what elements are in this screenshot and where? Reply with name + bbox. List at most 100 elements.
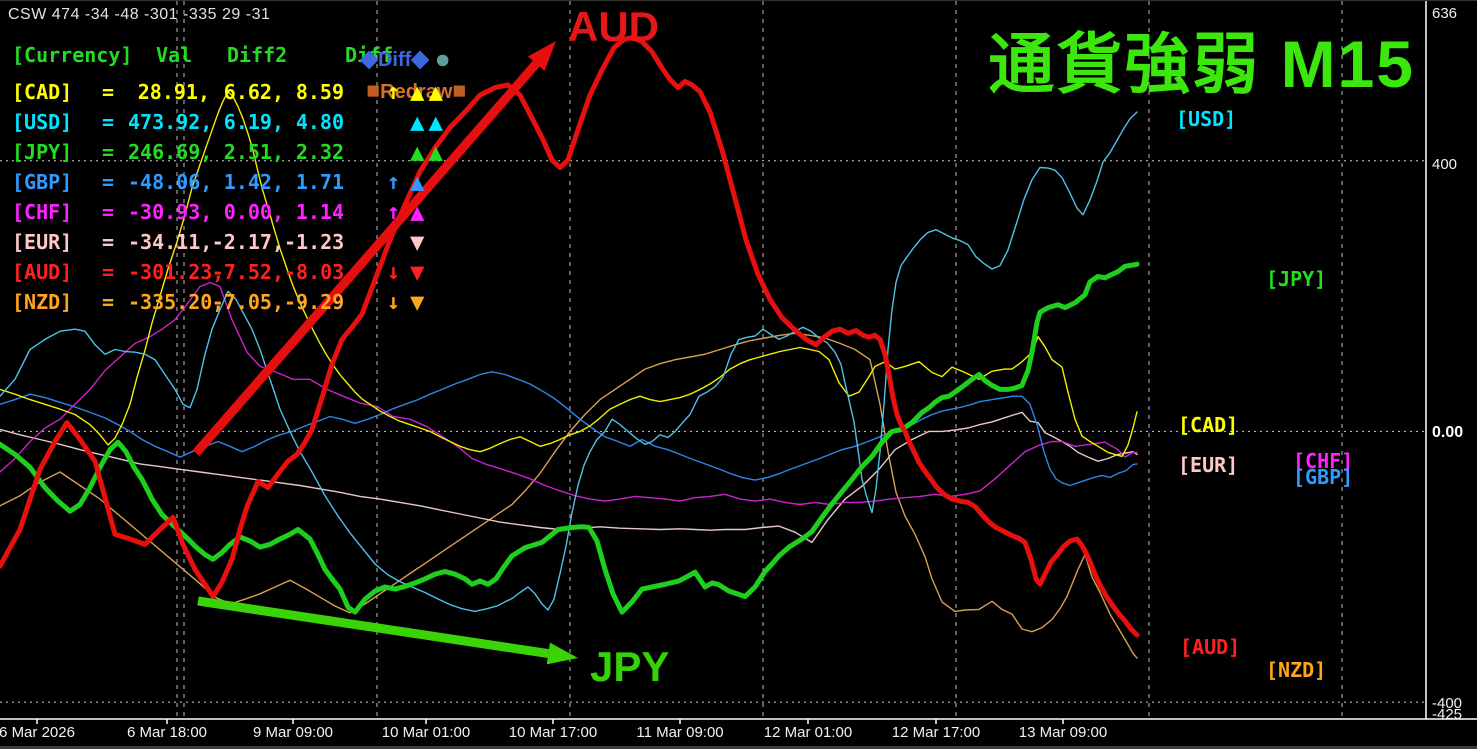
currency-diff2: 6.62, [223,80,284,104]
trend-arrow: ↑ [386,199,400,225]
time-axis-label: 10 Mar 01:00 [381,724,471,741]
diamond-icon: ◆ [411,45,429,71]
strength-line-cad [0,90,1138,458]
table-header-currency: [Currency] [12,43,133,67]
equals-sign: = [102,230,115,254]
currency-diff2: -7.52, [211,260,284,284]
currency-name: [EUR] [12,230,73,254]
currency-end-label: [NZD] [1266,658,1327,682]
currency-end-label: [AUD] [1180,635,1241,659]
time-axis-label: 6 Mar 18:00 [126,724,208,741]
aud-arrow-head [527,41,556,71]
currency-value: 28.91, [137,80,210,104]
currency-table-row: [GBP] = -48.06, 1.42, 1.71 ↑ ▲ [12,169,428,195]
currency-diff: -9.29 [284,290,345,314]
currency-diff2: 1.42, [223,170,284,194]
currency-value: -301.23, [128,260,225,284]
equals-sign: = [102,260,115,284]
aud-arrow [192,60,540,456]
currency-end-label: [JPY] [1266,267,1327,291]
trend-arrow: ↑ [386,169,400,195]
currency-end-label: [USD] [1176,107,1237,131]
annotation-text: AUD [568,3,659,50]
circle-icon: ● [434,44,451,74]
currency-diff: 4.80 [295,110,344,134]
currency-name: [CHF] [12,200,73,224]
annotation-text: JPY [590,643,670,690]
trend-triangles-icon: ▼ [410,228,429,256]
equals-sign: = [102,170,115,194]
trend-triangles-icon: ▼ [410,288,429,316]
square-icon: ■ [452,77,467,103]
currency-name: [GBP] [12,170,73,194]
price-axis-label: 400 [1432,156,1458,173]
currency-table-row: [JPY] = 246.69, 2.51, 2.32 ▲▲ [12,139,447,165]
trend-triangles-icon: ▲ [410,198,429,226]
price-axis-label: -400 [1432,695,1463,712]
currency-table-row: [AUD] = -301.23, -7.52, -8.03 ↓ ▼ [12,259,428,285]
equals-sign: = [102,110,115,134]
currency-table-row: [EUR] = -34.11, -2.17, -1.23 ▼ [12,229,428,255]
table-header-diff2: Diff2 [227,43,288,67]
price-axis-label: -425 [1432,706,1463,723]
currency-end-label: [CHF] [1293,449,1354,473]
equals-sign: = [102,290,115,314]
trend-triangles-icon: ▲ [410,168,429,196]
trend-arrow: ↓ [386,289,400,315]
redraw-legend-label: Redraw [380,81,453,103]
currency-end-label: [EUR] [1178,453,1239,477]
time-axis-label: 10 Mar 17:00 [508,724,598,741]
strength-line-chf [0,281,1138,506]
strength-line-jpy [0,261,1140,615]
diamond-icon: ◆ [360,45,378,71]
strength-line-gbp [0,371,1138,487]
currency-diff2: -2.17, [211,230,284,254]
indicator-values-line: CSW 474 -34 -48 -301 -335 29 -31 [8,6,271,23]
currency-diff: -8.03 [284,260,345,284]
trend-triangles-icon: ▲▲ [410,138,447,166]
strength-line-eur [0,411,1138,544]
redraw-legend: ■Redraw■ [344,54,466,127]
currency-name: [CAD] [12,80,73,104]
currency-value: -34.11, [128,230,213,254]
time-axis-label: 12 Mar 17:00 [891,724,981,741]
currency-diff: 2.32 [295,140,344,164]
strength-line-usd [0,111,1138,613]
diff-legend-label: Diff [377,49,412,71]
currency-end-label: [CAD] [1178,413,1239,437]
price-axis-label: 0.00 [1432,424,1464,441]
trend-arrow: ↓ [386,259,400,285]
table-header-diff: Diff [345,43,394,67]
currency-table-row: [NZD] = -335.20, -7.05, -9.29 ↓ ▼ [12,289,428,315]
currency-diff: 1.71 [295,170,344,194]
currency-diff2: 6.19, [223,110,284,134]
trend-triangles-icon: ▲▲ [410,78,447,106]
trend-triangles-icon: ▲▲ [410,108,447,136]
currency-diff2: 0.00, [223,200,284,224]
currency-diff: 8.59 [295,80,344,104]
jpy-arrow-head [546,642,578,665]
currency-value: 246.69, [128,140,213,164]
jpy-arrow [197,596,549,659]
currency-table-row: [USD] = 473.92, 6.19, 4.80 ▲▲ [12,109,447,135]
square-icon: ■ [366,77,381,103]
diff-legend: ◆Diff◆ ● [338,21,451,98]
time-axis-label: 13 Mar 09:00 [1018,724,1108,741]
chart-title: 通貨強弱 M15 [988,27,1415,101]
strength-line-nzd [0,332,1138,659]
trend-triangles-icon: ▼ [410,258,429,286]
time-axis-label: 6 Mar 2026 [0,724,75,741]
currency-name: [USD] [12,110,73,134]
currency-diff2: -7.05, [211,290,284,314]
table-header-val: Val [156,43,193,67]
currency-end-label: [GBP] [1293,465,1354,489]
equals-sign: = [102,200,115,224]
strength-line-aud [0,35,1140,638]
currency-value: 473.92, [128,110,213,134]
currency-value: -335.20, [128,290,225,314]
currency-diff2: 2.51, [223,140,284,164]
time-axis-label: 9 Mar 09:00 [252,724,334,741]
currency-diff: -1.23 [284,230,345,254]
currency-name: [JPY] [12,140,73,164]
